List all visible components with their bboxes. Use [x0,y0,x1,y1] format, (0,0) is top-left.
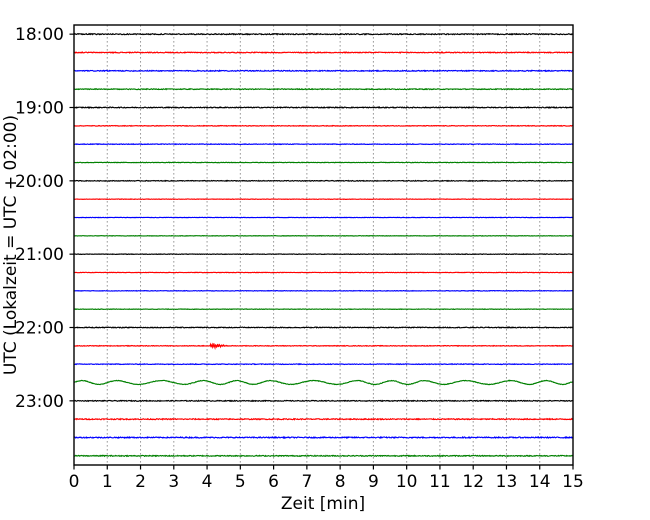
trace-line [73,435,574,440]
trace-line [73,399,574,403]
y-tick-label: 18:00 [15,25,64,45]
trace-line [73,326,574,329]
trace-line [73,454,574,458]
trace-line [73,32,574,36]
x-axis-ticks: 0 1 2 3 4 5 6 7 8 9 10 11 12 13 14 15 [69,465,584,492]
x-tick-label: 3 [168,472,179,492]
y-tick-label: 22:00 [15,319,64,339]
y-tick-label: 21:00 [15,245,64,265]
trace-line [73,143,574,146]
y-tick-label: 20:00 [15,172,64,192]
trace-line [73,362,574,366]
x-tick-label: 11 [429,472,451,492]
y-axis-ticks: 18:00 19:00 20:00 21:00 22:00 23:00 [15,25,74,412]
x-tick-label: 12 [462,472,484,492]
trace-line [73,69,574,73]
x-tick-label: 2 [135,472,146,492]
y-axis-label: UTC (Lokalzeit = UTC + 02:00) [1,115,21,375]
trace-line [73,417,574,421]
trace-line [73,51,574,54]
x-tick-label: 7 [301,472,312,492]
x-tick-label: 4 [202,472,213,492]
trace-line [73,87,574,91]
trace-line [73,161,574,164]
x-tick-label: 10 [396,472,418,492]
trace-line [73,179,574,183]
trace-line [73,124,574,127]
x-tick-label: 8 [335,472,346,492]
x-gridlines [106,25,541,465]
x-tick-label: 1 [102,472,113,492]
x-tick-label: 15 [562,472,584,492]
trace-lines [73,32,574,458]
y-tick-label: 23:00 [15,392,64,412]
trace-line [73,106,574,109]
x-axis-label: Zeit [min] [281,494,365,514]
x-tick-label: 13 [496,472,518,492]
x-tick-label: 6 [268,472,279,492]
axes-frame [73,24,574,466]
x-tick-label: 14 [529,472,551,492]
x-tick-label: 5 [235,472,246,492]
x-tick-label: 9 [368,472,379,492]
trace-line [73,253,574,256]
trace-line [73,379,574,386]
x-tick-label: 0 [69,472,80,492]
trace-line [73,342,574,351]
y-tick-label: 19:00 [15,99,64,119]
